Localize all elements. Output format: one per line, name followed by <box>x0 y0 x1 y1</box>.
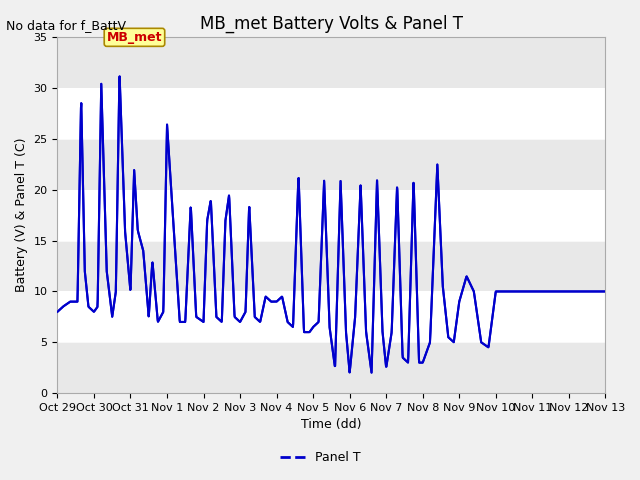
Bar <box>58 139 605 190</box>
Title: MB_met Battery Volts & Panel T: MB_met Battery Volts & Panel T <box>200 15 463 33</box>
Y-axis label: Battery (V) & Panel T (C): Battery (V) & Panel T (C) <box>15 138 28 292</box>
X-axis label: Time (dd): Time (dd) <box>301 419 362 432</box>
Bar <box>58 291 605 342</box>
Text: MB_met: MB_met <box>107 31 162 44</box>
Bar <box>58 240 605 291</box>
Text: No data for f_BattV: No data for f_BattV <box>6 19 127 32</box>
Bar <box>58 37 605 88</box>
Bar <box>58 190 605 240</box>
Bar <box>58 342 605 393</box>
Legend: Panel T: Panel T <box>275 446 365 469</box>
Bar <box>58 88 605 139</box>
